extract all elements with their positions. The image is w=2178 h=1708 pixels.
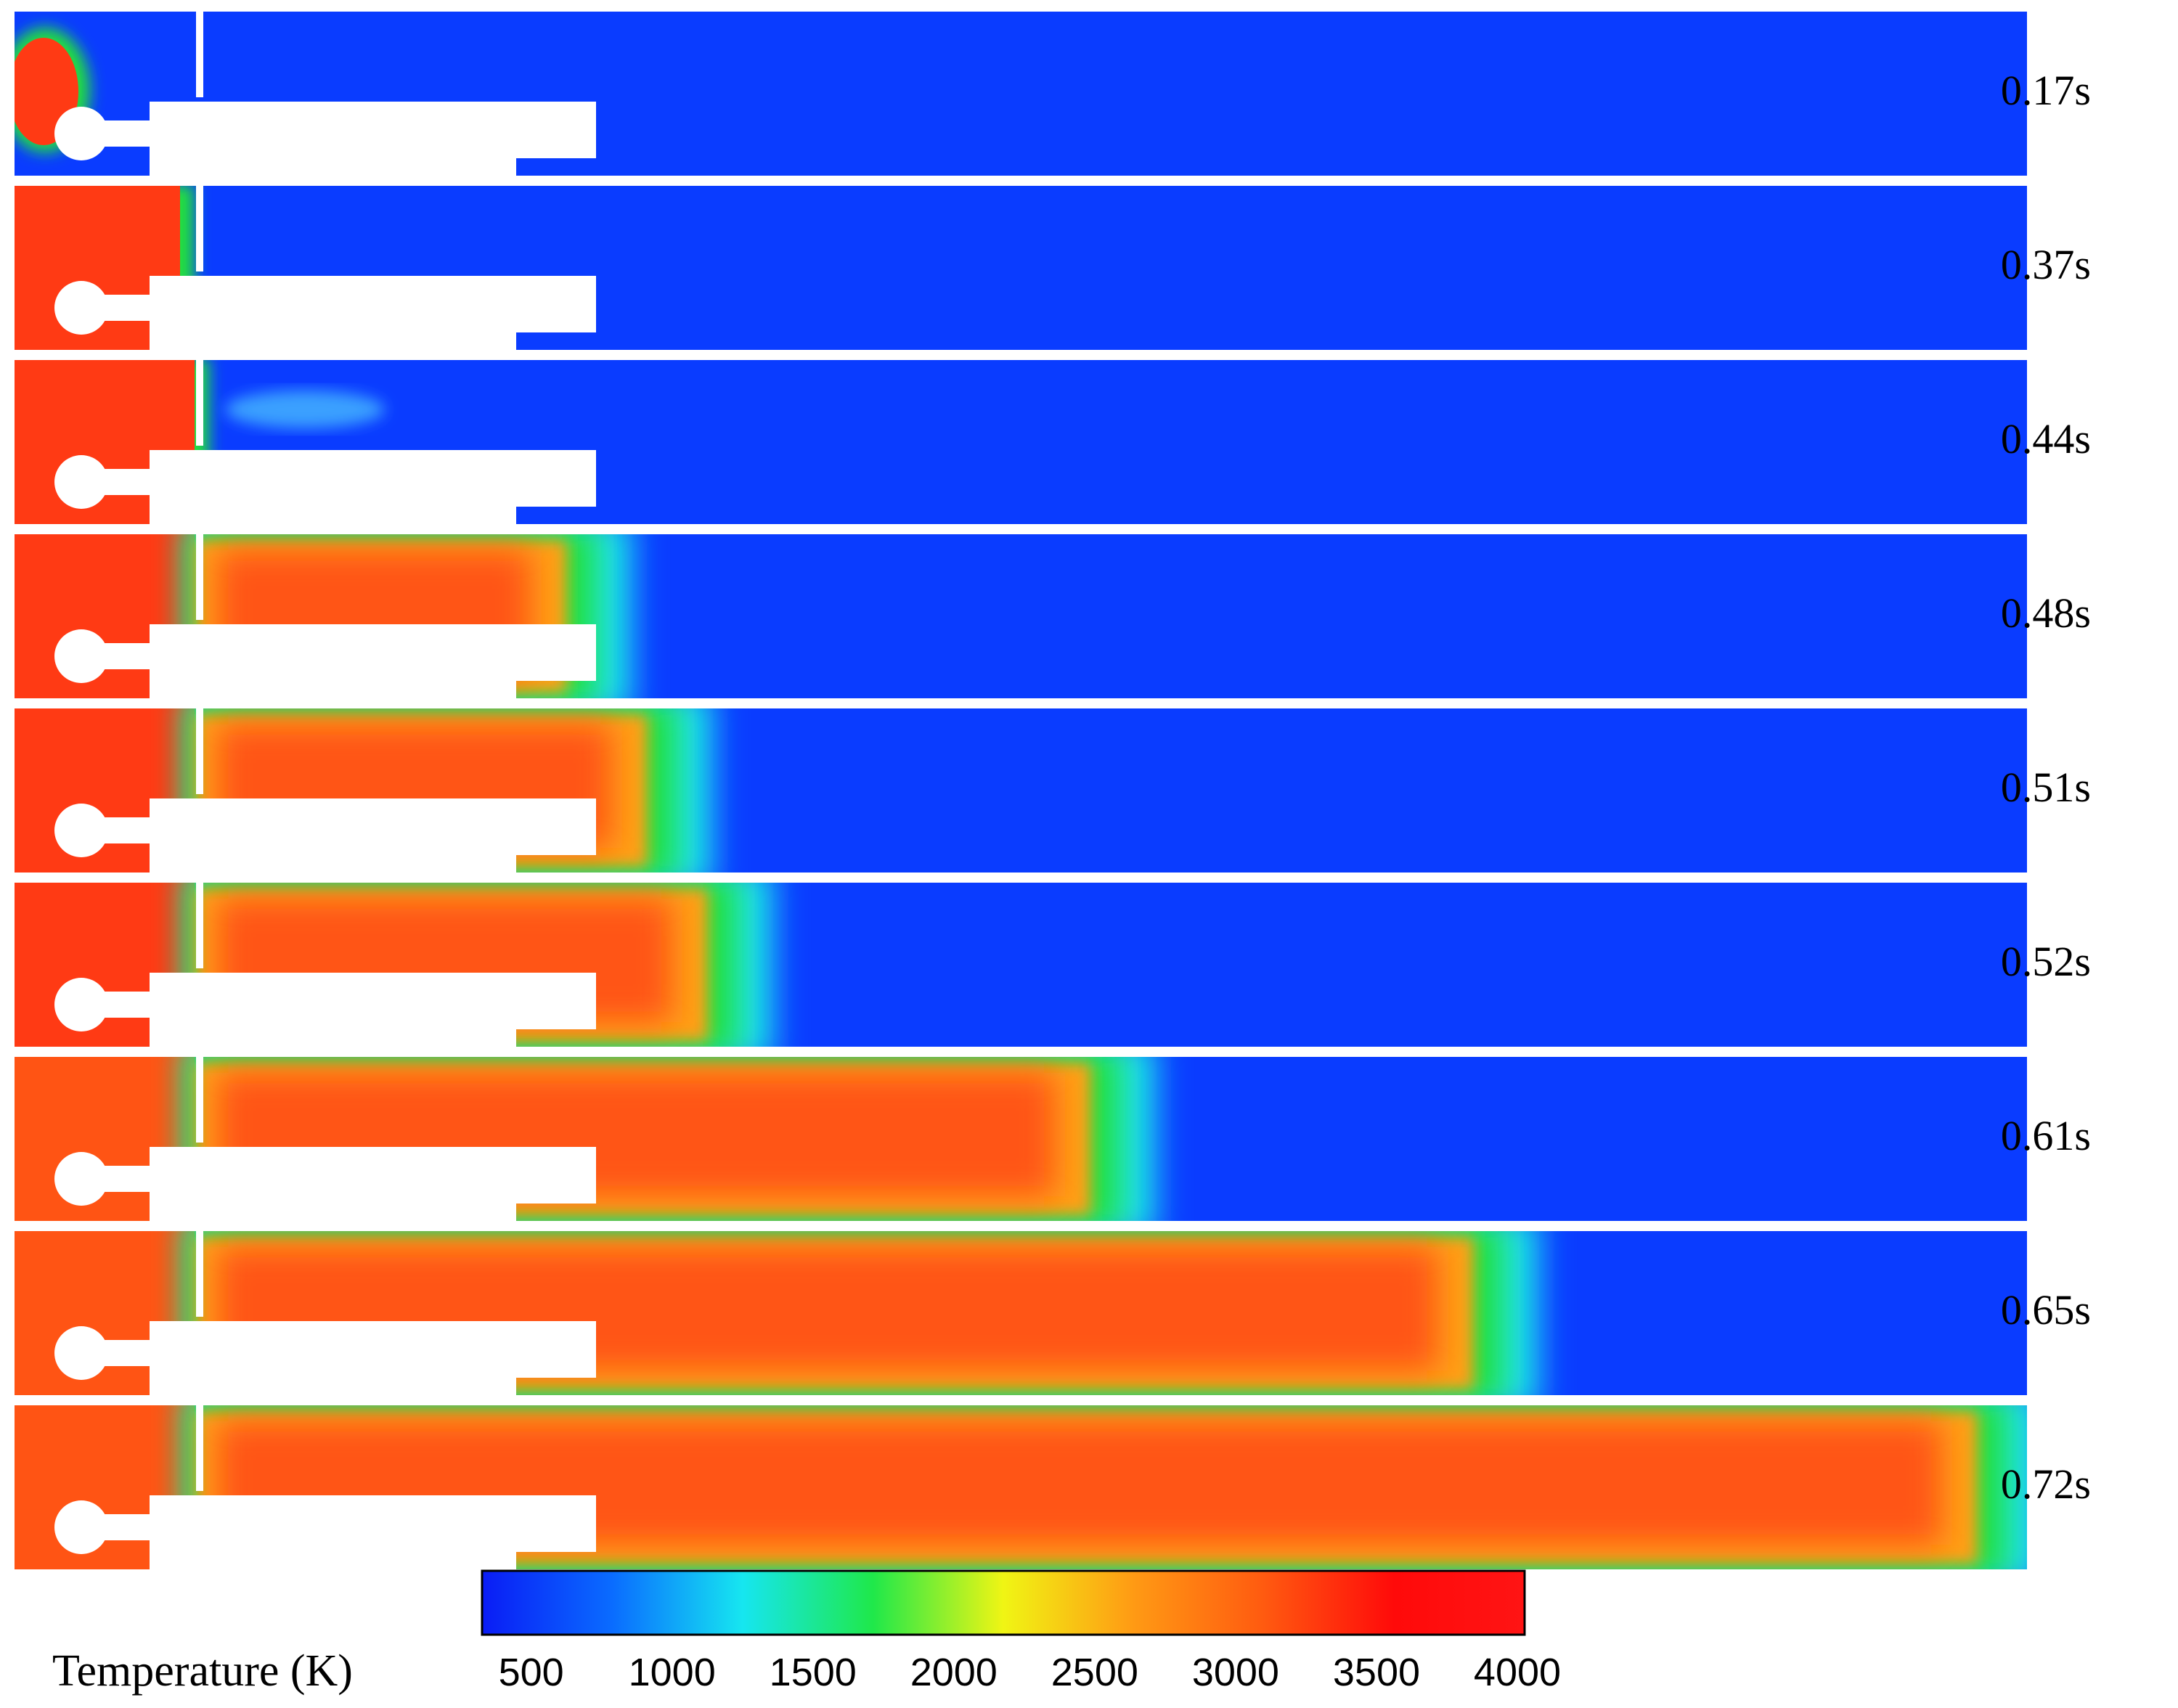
time-labels: 0.17s 0.37s 0.44s 0.48s 0.51s 0.52s 0.61s 0.65s…	[2001, 67, 2091, 1508]
colorbar-tick-label: 2000	[910, 1651, 998, 1694]
baffle-plate	[196, 184, 203, 271]
time-frame	[12, 880, 2030, 1050]
baffle-plate	[196, 359, 203, 446]
obstacle-block	[150, 973, 596, 1029]
colorbar-tick-label: 2500	[1051, 1651, 1138, 1694]
colorbar-scale	[481, 1569, 1526, 1636]
colorbar-tick-label: 500	[499, 1651, 564, 1694]
time-label: 0.72s	[2001, 1460, 2091, 1508]
time-label: 0.48s	[2001, 589, 2091, 637]
obstacle-block	[150, 450, 596, 507]
colorbar-tick-label: 1500	[770, 1651, 857, 1694]
colorbar-tick-label: 4000	[1474, 1651, 1561, 1694]
obstacle-block	[150, 1147, 596, 1204]
time-label: 0.17s	[2001, 67, 2091, 114]
obstacle-block	[150, 798, 596, 855]
colorbar: 500 1000 1500 2000 2500 3000 3500 4000 Temperat…	[52, 1569, 1562, 1696]
time-label: 0.37s	[2001, 241, 2091, 288]
baffle-plate	[196, 1055, 203, 1143]
colorbar-tick-label: 1000	[629, 1651, 716, 1694]
baffle-plate	[196, 533, 203, 620]
time-frame	[12, 1054, 2030, 1224]
time-label: 0.51s	[2001, 764, 2091, 811]
baffle-plate	[196, 881, 203, 968]
obstacle-block	[150, 102, 596, 158]
colorbar-tick-label: 3500	[1333, 1651, 1420, 1694]
obstacle-block	[150, 276, 596, 332]
time-frames	[12, 9, 2030, 1572]
baffle-plate	[196, 707, 203, 794]
colorbar-tick-label: 3000	[1192, 1651, 1279, 1694]
obstacle-block	[150, 624, 596, 681]
obstacle-block	[150, 1321, 596, 1378]
time-frame	[12, 183, 2030, 353]
jet-plume	[225, 391, 385, 428]
time-frame	[12, 706, 2030, 875]
time-frame	[12, 9, 2030, 179]
time-frame	[12, 357, 2030, 527]
time-label: 0.52s	[2001, 938, 2091, 985]
baffle-plate	[196, 1230, 203, 1317]
time-frame	[12, 1228, 2030, 1398]
time-label: 0.65s	[2001, 1286, 2091, 1333]
baffle-plate	[196, 1404, 203, 1491]
time-label: 0.44s	[2001, 415, 2091, 462]
colorbar-ticks: 500 1000 1500 2000 2500 3000 3500 4000	[499, 1651, 1562, 1694]
time-frame	[12, 531, 2030, 701]
colorbar-title: Temperature (K)	[52, 1646, 353, 1696]
obstacle-block	[150, 1495, 596, 1552]
time-frame	[12, 1402, 2030, 1572]
time-label: 0.61s	[2001, 1112, 2091, 1159]
baffle-plate	[196, 10, 203, 97]
